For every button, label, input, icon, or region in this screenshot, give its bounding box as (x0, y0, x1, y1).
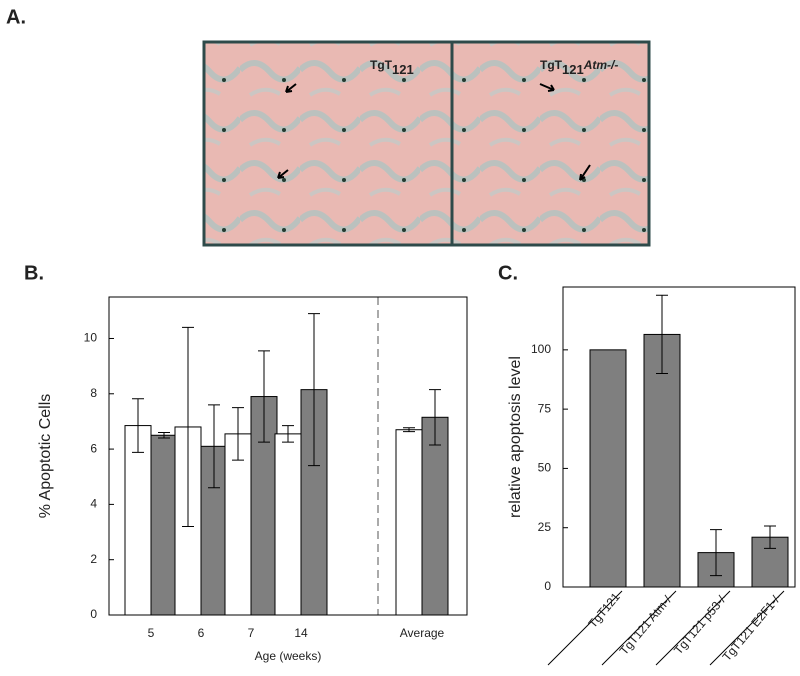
y-tick-label: 4 (90, 497, 97, 511)
error-bar (182, 326, 194, 528)
error-bar (429, 389, 441, 446)
y-tick-label: 100 (531, 342, 551, 356)
label: TgT (370, 58, 393, 72)
bar (589, 349, 627, 588)
y-tick-label: 8 (90, 386, 97, 400)
panel-label: B. (24, 262, 44, 284)
y-axis-label: % Apoptotic Cells (37, 394, 54, 519)
error-bar (308, 313, 320, 467)
y-axis-label: relative apoptosis level (507, 356, 524, 518)
subscript: 121 (562, 62, 584, 77)
x-tick-label: 5 (148, 626, 155, 640)
micrograph (202, 40, 651, 247)
bar (395, 429, 423, 616)
bar (421, 416, 449, 616)
error-bar (258, 350, 270, 443)
error-bar (710, 529, 722, 577)
y-tick-label: 75 (538, 401, 552, 415)
error-bar (208, 404, 220, 489)
genotype: Atm-/- (583, 58, 619, 72)
micrograph-label: TgT121Atm-/- (540, 58, 618, 77)
y-tick-label: 10 (84, 331, 98, 345)
error-bar (132, 398, 144, 453)
label-rule (547, 590, 623, 666)
label-rule (601, 590, 677, 666)
x-tick-label: 6 (198, 626, 205, 640)
bar (274, 433, 302, 616)
x-axis-label: Age (weeks) (255, 649, 322, 663)
y-tick-label: 25 (538, 520, 552, 534)
bar (150, 434, 178, 616)
label: TgT (540, 58, 563, 72)
subscript: 121 (392, 62, 414, 77)
x-tick-label: TgT121 Atm-/- (617, 590, 677, 658)
error-bar (232, 407, 244, 461)
error-bar (656, 294, 668, 375)
x-tick-label: 14 (294, 626, 308, 640)
y-tick-label: 2 (90, 552, 97, 566)
x-tick-label: TgT121 (585, 590, 623, 631)
y-tick-label: 0 (544, 579, 551, 593)
error-bar (158, 431, 170, 439)
label-rule (709, 590, 785, 666)
panel-label: C. (498, 262, 518, 284)
error-bar (764, 525, 776, 549)
label-rule (655, 590, 731, 666)
x-tick-label: TgT121 E2F1-/- (720, 590, 785, 664)
panel-label: A. (6, 6, 26, 28)
y-tick-label: 0 (90, 607, 97, 621)
y-tick-label: 50 (538, 461, 552, 475)
micrograph-label: TgT121 (370, 58, 414, 77)
bar (224, 433, 252, 616)
x-tick-label: TgT121 p53-/- (671, 590, 731, 657)
error-bar (282, 425, 294, 443)
arrows (277, 83, 591, 181)
x-tick-label: 7 (248, 626, 255, 640)
bar (124, 425, 152, 616)
x-tick-label: Average (400, 626, 445, 640)
error-bar (403, 427, 415, 433)
y-tick-label: 6 (90, 441, 97, 455)
